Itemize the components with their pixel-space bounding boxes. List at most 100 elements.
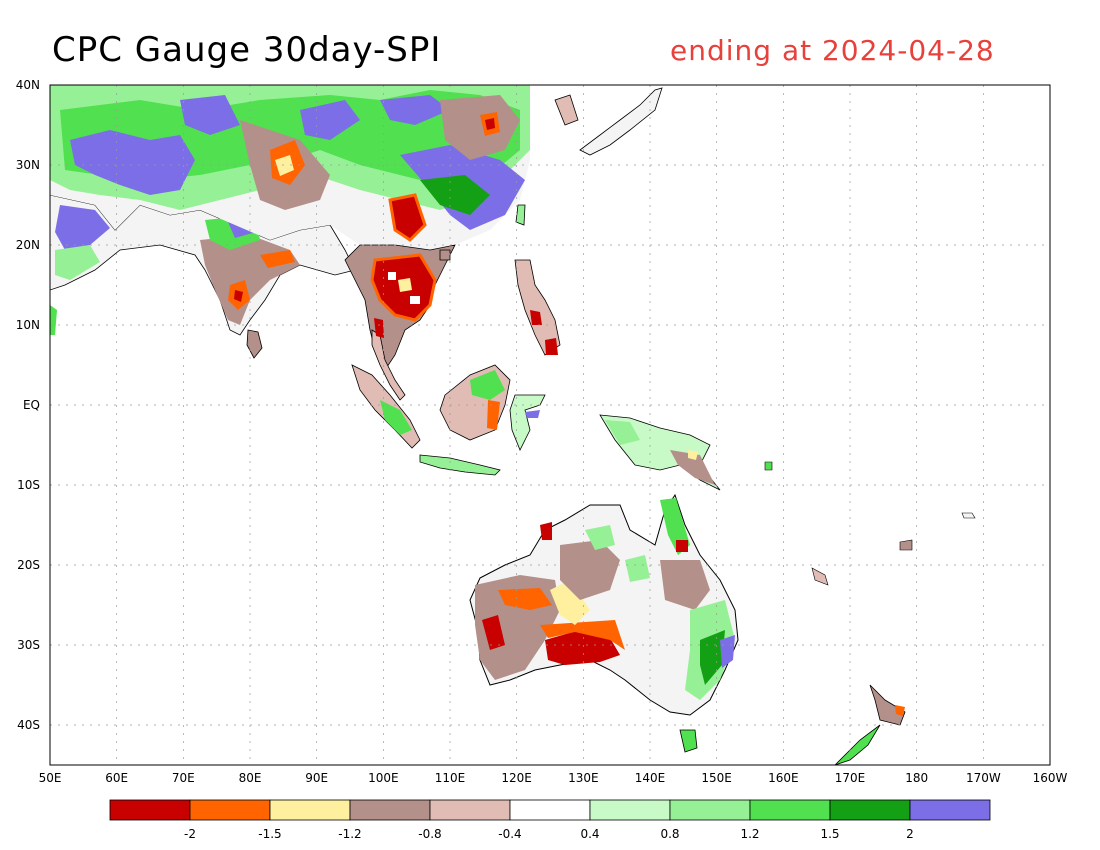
nz-orange <box>895 705 905 716</box>
lat-label: 40S <box>17 718 40 732</box>
lat-label: 20N <box>16 238 40 252</box>
lon-label: 160W <box>1033 771 1068 785</box>
plot-frame <box>49 84 1051 766</box>
philippines-red <box>530 310 542 325</box>
japan <box>579 87 663 156</box>
ending-date: ending at 2024-04-28 <box>670 34 995 67</box>
nz-south <box>834 724 881 765</box>
sumatra-green <box>380 400 412 435</box>
au-brown-ne <box>660 560 710 610</box>
lat-label: 40N <box>16 78 40 92</box>
colorbar-swatch <box>189 799 271 821</box>
indochina-white2 <box>410 296 420 304</box>
colorbar-swatch <box>429 799 511 821</box>
colorbar-swatch <box>589 799 671 821</box>
india-orange <box>260 250 295 268</box>
colorbar-label: 0.8 <box>660 827 679 841</box>
lon-label: 70E <box>172 771 195 785</box>
lon-label: 110E <box>435 771 466 785</box>
gridlines <box>50 85 1050 765</box>
malay-peninsula <box>371 329 406 401</box>
lon-label: 140E <box>635 771 666 785</box>
malay-red <box>374 318 384 338</box>
au-orange-s <box>540 620 625 650</box>
pacific-island1 <box>764 461 773 471</box>
purple-central <box>180 95 240 135</box>
colorbar-label: 1.5 <box>820 827 839 841</box>
au-green-dark-e <box>700 630 725 685</box>
colorbar-swatch <box>669 799 751 821</box>
china-s-red <box>390 195 425 240</box>
au-red-s <box>545 630 620 665</box>
china-s-orange-rim <box>388 193 427 242</box>
lon-label: 170E <box>835 771 866 785</box>
taiwan <box>515 204 526 226</box>
colorbar-swatch <box>909 799 991 821</box>
lon-label: 60E <box>105 771 128 785</box>
brown-china-mid <box>440 95 520 160</box>
map-layer <box>50 85 976 765</box>
red-china-n <box>485 118 495 130</box>
au-yellow-mid <box>550 580 590 625</box>
au-brown-center <box>560 540 620 600</box>
lat-label: 30S <box>17 638 40 652</box>
india-green <box>55 245 100 280</box>
india-red2 <box>234 290 243 302</box>
borneo-orange <box>487 400 500 430</box>
pacific-island4 <box>961 512 976 519</box>
longitude-labels: 50E 60E 70E 80E 90E 100E 110E 120E 130E 140E 150E 1… <box>39 771 1068 785</box>
pacific-island3 <box>899 539 913 551</box>
lat-label: EQ <box>23 398 40 412</box>
lon-label: 50E <box>39 771 62 785</box>
ng-brown <box>670 450 715 485</box>
au-green-n2 <box>625 555 650 582</box>
yellow-tibet <box>275 155 294 176</box>
colorbar-label: -2 <box>184 827 196 841</box>
lon-label: 90E <box>305 771 328 785</box>
sulawesi <box>509 394 546 451</box>
lat-label: 10S <box>17 478 40 492</box>
hainan <box>439 249 451 261</box>
colorbar-label: -0.8 <box>418 827 441 841</box>
korea <box>554 94 579 126</box>
lon-label: 120E <box>501 771 532 785</box>
colorbar-swatch <box>509 799 591 821</box>
indochina-yellow1 <box>398 278 412 292</box>
au-red-w <box>482 615 505 650</box>
colorbar: -2 -1.5 -1.2 -0.8 -0.4 0.4 0.8 1.2 1.5 2 <box>109 799 991 841</box>
indochina-orange-rim <box>370 253 437 322</box>
au-green-n <box>585 525 615 550</box>
colorbar-label: 1.2 <box>740 827 759 841</box>
colorbar-swatch <box>109 799 191 821</box>
sri-lanka <box>246 329 263 359</box>
colorbar-label: -1.5 <box>258 827 281 841</box>
latitude-labels: 40N 30N 20N 10N EQ 10S 20S 30S 40S <box>16 78 40 732</box>
au-red-nw <box>540 522 552 540</box>
green-china-s <box>420 175 490 215</box>
ng-green <box>605 420 640 445</box>
borneo-green <box>470 370 505 400</box>
colorbar-swatch <box>749 799 831 821</box>
java <box>419 454 501 476</box>
purple-tibet-w <box>70 130 195 195</box>
colorbar-label: -0.4 <box>498 827 521 841</box>
pacific-island2 <box>811 567 829 586</box>
indochina-white1 <box>388 272 396 280</box>
colorbar-label: 0.4 <box>580 827 599 841</box>
colorbar-label: -1.2 <box>338 827 361 841</box>
lon-label: 130E <box>568 771 599 785</box>
tasmania <box>679 729 698 753</box>
ng-yellow <box>688 450 698 460</box>
purple-mongolia <box>300 100 360 140</box>
lat-label: 20S <box>17 558 40 572</box>
arabia-green <box>50 305 57 335</box>
colorbar-label: 2 <box>906 827 914 841</box>
chart-title: CPC Gauge 30day-SPI <box>52 30 442 70</box>
colorbar-swatch <box>349 799 431 821</box>
lon-label: 160E <box>768 771 799 785</box>
india-purple <box>55 205 110 250</box>
lon-label: 100E <box>368 771 399 785</box>
purple-china-n <box>380 95 450 125</box>
philippines-red2 <box>545 338 558 355</box>
